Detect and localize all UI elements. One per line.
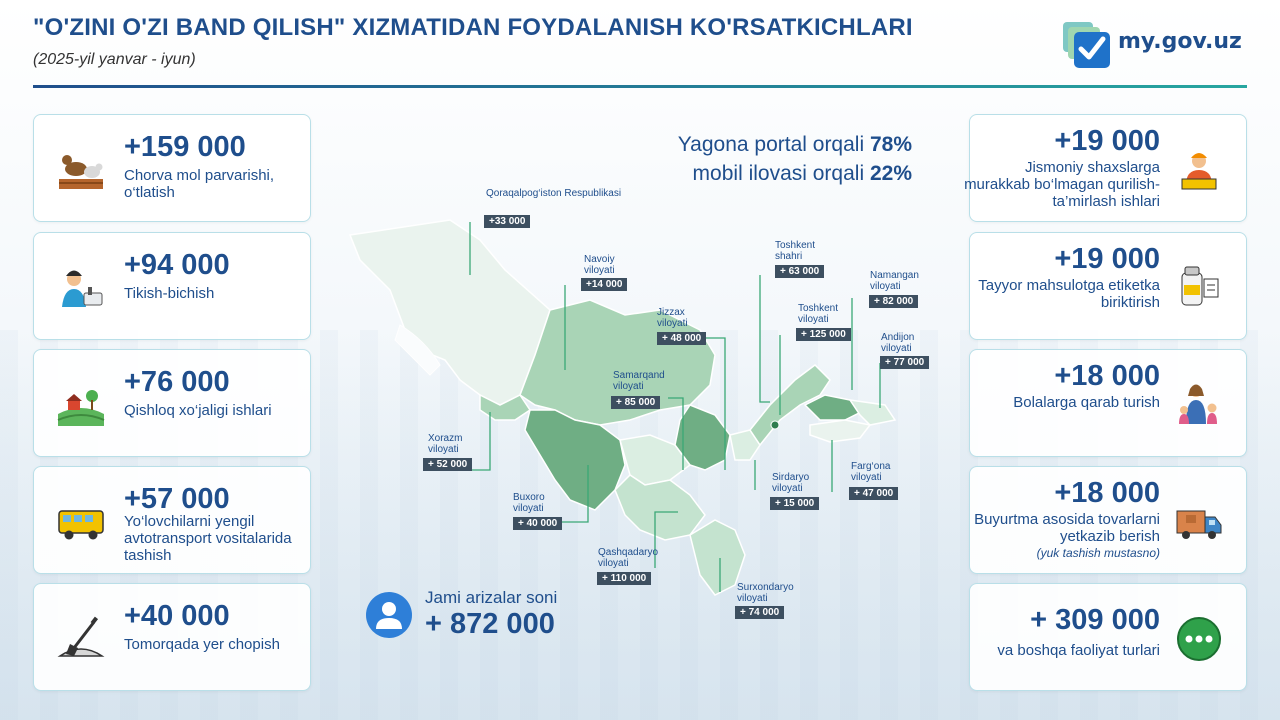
map-region-jizzax <box>674 404 731 471</box>
card-construction: +19 000 Jismoniy shaxslarga murakkab bo‘… <box>964 114 1247 222</box>
user-icon <box>366 592 412 638</box>
map-region-surxondaryo <box>689 519 746 596</box>
portal-web-text: Yagona portal orqali <box>677 133 865 156</box>
region-value-toshkent-viloyati: + 125 000 <box>796 328 851 341</box>
region-value-qashqadaryo: + 110 000 <box>597 572 652 585</box>
card-label: Tomorqada yer chopish <box>124 636 280 653</box>
card-label: va boshqa faoliyat turlari <box>997 642 1160 659</box>
region-value-toshkent-shahri: + 63 000 <box>775 265 825 278</box>
map-region-navoiy <box>519 299 716 426</box>
card-label: Yo‘lovchilarni yengil avtotransport vosi… <box>124 513 292 564</box>
total-value: + 872 000 <box>425 608 555 640</box>
logo-text: my.gov.uz <box>1118 29 1242 54</box>
region-label-buxoro: Buxoro viloyati <box>513 492 545 514</box>
card-livestock: +159 000 Chorva mol parvarishi, o‘tlatis… <box>33 114 311 222</box>
portal-line-web: Yagona portal orqali 78% <box>678 130 912 159</box>
card-label: Bolalarga qarab turish <box>1013 394 1160 411</box>
delivery-truck-icon <box>1176 510 1222 539</box>
card-label: Jismoniy shaxslarga murakkab bo‘lmagan q… <box>964 159 1160 210</box>
region-label-toshkent-viloyati: Toshkent viloyati <box>798 303 839 325</box>
region-label-namangan: Namangan viloyati <box>870 270 919 292</box>
livestock-icon <box>59 155 103 189</box>
farm-icon <box>57 390 105 426</box>
shovel-icon <box>57 616 105 657</box>
portal-line-mobile: mobil ilovasi orqali 22% <box>678 159 912 188</box>
map-region-toshkent-viloyati <box>749 364 831 447</box>
region-label-karakalpakstan: Qoraqalpog‘iston Respublikasi <box>486 188 622 199</box>
region-value-sirdaryo: + 15 000 <box>770 497 820 510</box>
map-region-andijon <box>848 399 897 426</box>
portal-stats: Yagona portal orqali 78% mobil ilovasi o… <box>678 130 912 188</box>
map-region-toshkent-shahri <box>770 420 780 430</box>
builder-icon <box>1181 153 1217 190</box>
card-label: Buyurtma asosida tovarlarni yetkazib ber… <box>974 511 1160 545</box>
region-value-andijon: + 77 000 <box>880 356 930 369</box>
region-value-navoiy: +14 000 <box>581 278 628 291</box>
map-region-fargona <box>809 419 872 443</box>
card-label: Tikish-bichish <box>124 285 215 302</box>
my-gov-uz-logo[interactable]: my.gov.uz <box>1062 20 1252 70</box>
card-value: +76 000 <box>124 366 230 398</box>
region-label-surxondaryo: Surxondaryo viloyati <box>737 582 794 604</box>
card-labeling: +19 000 Tayyor mahsulotga etiketka birik… <box>969 232 1247 340</box>
childcare-icon <box>1179 384 1217 424</box>
region-value-surxondaryo: + 74 000 <box>735 606 785 619</box>
card-transport: +57 000 Yo‘lovchilarni yengil avtotransp… <box>33 466 311 574</box>
card-label: Chorva mol parvarishi, o‘tlatish <box>124 167 275 201</box>
card-value: +19 000 <box>1054 125 1160 157</box>
map-region-qashqadaryo <box>614 474 706 541</box>
region-value-karakalpakstan: +33 000 <box>484 215 531 228</box>
portal-web-pct: 78% <box>869 133 912 156</box>
map-region-sirdaryo <box>729 429 761 461</box>
more-icon <box>1177 617 1221 661</box>
region-label-qashqadaryo: Qashqadaryo viloyati <box>598 547 659 569</box>
region-label-sirdaryo: Sirdaryo viloyati <box>772 472 810 494</box>
portal-mobile-text: mobil ilovasi orqali <box>692 162 865 185</box>
card-sewing: +94 000 Tikish-bichish <box>33 232 311 340</box>
region-value-samarqand: + 85 000 <box>611 396 661 409</box>
card-value: +18 000 <box>1054 477 1160 509</box>
card-other-activities: + 309 000 va boshqa faoliyat turlari <box>969 583 1247 691</box>
region-label-andijon: Andijon viloyati <box>881 332 915 354</box>
card-value: +40 000 <box>124 600 230 632</box>
region-label-toshkent-shahri: Toshkent shahri <box>775 240 816 262</box>
card-value: +159 000 <box>124 131 246 163</box>
uzbekistan-map <box>348 219 897 596</box>
card-value: +94 000 <box>124 249 230 281</box>
region-label-xorazm: Xorazm viloyati <box>428 433 463 455</box>
region-label-jizzax: Jizzax viloyati <box>657 307 688 329</box>
map-region-karakalpakstan <box>348 219 551 406</box>
card-value: +19 000 <box>1054 243 1160 275</box>
card-value: +57 000 <box>124 483 230 515</box>
region-value-xorazm: + 52 000 <box>423 458 473 471</box>
region-label-fargona: Farg‘ona viloyati <box>851 461 891 483</box>
card-digging: +40 000 Tomorqada yer chopish <box>33 583 311 691</box>
card-farm: +76 000 Qishloq xo‘jaligi ishlari <box>33 349 311 457</box>
map-region-xorazm <box>479 393 532 421</box>
header-divider <box>33 85 1247 88</box>
card-value: +18 000 <box>1054 360 1160 392</box>
van-icon <box>58 510 104 540</box>
region-label-navoiy: Navoiy viloyati <box>584 254 615 276</box>
region-value-namangan: + 82 000 <box>869 295 919 308</box>
total-label: Jami arizalar soni <box>425 588 558 607</box>
region-label-samarqand: Samarqand viloyati <box>613 370 665 392</box>
checkmark-logo-icon <box>1063 22 1110 68</box>
region-value-jizzax: + 48 000 <box>657 332 707 345</box>
portal-mobile-pct: 22% <box>869 162 912 185</box>
page-subtitle: (2025-yil yanvar - iyun) <box>33 51 196 68</box>
label-icon <box>1181 266 1219 306</box>
card-delivery: +18 000 Buyurtma asosida tovarlarni yetk… <box>969 466 1247 574</box>
sewing-icon <box>62 270 103 307</box>
card-note: (yuk tashish mustasno) <box>1036 546 1160 560</box>
page-title: "O'ZINI O'ZI BAND QILISH" XIZMATIDAN FOY… <box>33 14 913 41</box>
card-label: Tayyor mahsulotga etiketka biriktirish <box>978 277 1160 311</box>
card-value: + 309 000 <box>1030 604 1160 636</box>
region-value-buxoro: + 40 000 <box>513 517 563 530</box>
card-childcare: +18 000 Bolalarga qarab turish <box>969 349 1247 457</box>
card-label: Qishloq xo‘jaligi ishlari <box>124 402 272 419</box>
region-value-fargona: + 47 000 <box>849 487 899 500</box>
